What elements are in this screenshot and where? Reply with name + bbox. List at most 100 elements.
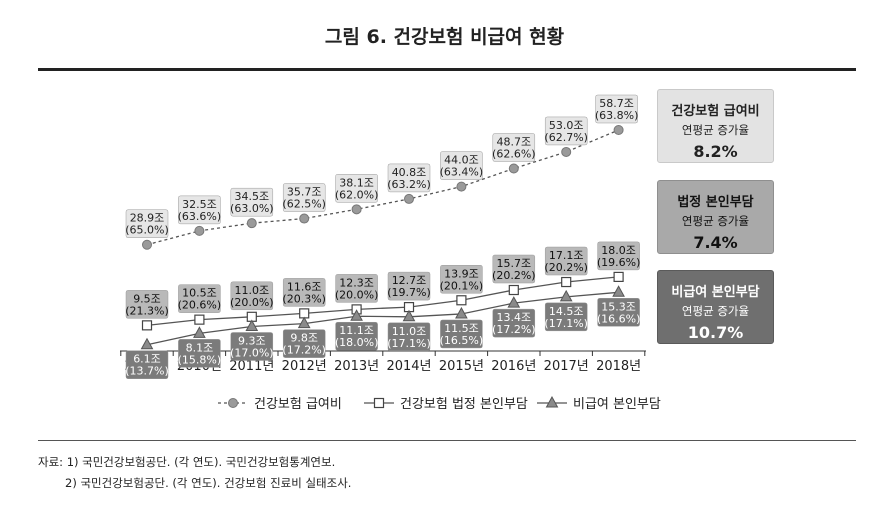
data-label-value: 34.5조 bbox=[234, 190, 269, 203]
data-label-share: (62.7%) bbox=[544, 131, 588, 144]
side-box-title: 비급여 본인부담 bbox=[671, 285, 760, 300]
data-point-triangle bbox=[402, 309, 416, 322]
data-label-box bbox=[387, 322, 431, 352]
data-point-triangle bbox=[350, 309, 363, 321]
data-label-value: 11.1조 bbox=[339, 324, 374, 337]
data-label-share: (16.6%) bbox=[597, 312, 641, 325]
data-point-square bbox=[456, 295, 467, 306]
x-tick-label: 2011년 bbox=[229, 359, 274, 374]
data-label-share: (17.2%) bbox=[492, 323, 536, 336]
data-label-box bbox=[440, 151, 483, 180]
figure-title: 그림 6. 건강보험 비급여 현황 bbox=[324, 26, 565, 48]
data-label-box bbox=[492, 133, 536, 162]
data-label-share: (18.0%) bbox=[335, 336, 379, 349]
data-point-circle bbox=[456, 181, 467, 192]
legend-label: 비급여 본인부담 bbox=[573, 397, 661, 412]
data-point-triangle bbox=[612, 285, 625, 297]
data-label-value: 13.9조 bbox=[444, 267, 479, 280]
data-point-square bbox=[561, 276, 572, 288]
line-chart: 2009년2010년2011년2012년2013년2014년2015년2016년… bbox=[120, 94, 661, 412]
data-label-value: 8.1조 bbox=[186, 341, 214, 354]
data-point-triangle bbox=[140, 337, 154, 350]
source-note-1: 자료: 1) 국민건강보험공단. (각 연도). 국민건강보험통계연보. bbox=[38, 455, 336, 469]
data-label-value: 14.5조 bbox=[549, 305, 584, 318]
data-label-share: (63.0%) bbox=[230, 202, 274, 215]
x-tick-label: 2018년 bbox=[596, 359, 641, 374]
data-label-share: (17.0%) bbox=[230, 346, 274, 359]
side-box-statutory-copay: 법정 본인부담 연평균 증가율 7.4% bbox=[657, 180, 774, 254]
x-tick-label: 2013년 bbox=[334, 359, 379, 374]
data-point-triangle bbox=[507, 296, 521, 308]
data-point-square bbox=[613, 271, 624, 282]
data-label-share: (20.1%) bbox=[440, 279, 484, 292]
data-label-box bbox=[544, 116, 588, 146]
data-point-square bbox=[508, 284, 519, 296]
x-tick-label: 2015년 bbox=[439, 359, 484, 374]
data-point-circle bbox=[561, 146, 572, 157]
side-box-subtitle: 연평균 증가율 bbox=[681, 214, 750, 228]
data-point-circle bbox=[404, 193, 414, 204]
data-label-value: 17.1조 bbox=[549, 249, 584, 262]
data-label-box bbox=[282, 183, 326, 212]
data-point-circle bbox=[613, 125, 624, 136]
data-point-square bbox=[299, 308, 310, 319]
data-label-box bbox=[597, 298, 640, 327]
data-label-box bbox=[544, 246, 588, 276]
data-label-share: (16.5%) bbox=[440, 334, 484, 347]
x-tick-label: 2016년 bbox=[491, 359, 536, 374]
data-label-value: 11.6조 bbox=[287, 280, 322, 293]
data-point-triangle bbox=[455, 306, 468, 319]
side-box-benefit: 건강보험 급여비 연평균 증가율 8.2% bbox=[657, 89, 774, 163]
data-label-share: (62.0%) bbox=[335, 188, 379, 201]
data-label-value: 9.5조 bbox=[133, 292, 161, 305]
series-line bbox=[146, 276, 619, 326]
data-label-box bbox=[125, 209, 169, 238]
data-label-value: 13.4조 bbox=[496, 311, 531, 324]
data-label-value: 18.0조 bbox=[601, 244, 636, 257]
data-label-box bbox=[335, 174, 378, 203]
data-label-share: (15.8%) bbox=[178, 353, 222, 366]
data-label-share: (20.2%) bbox=[544, 261, 588, 274]
data-label-share: (63.2%) bbox=[387, 178, 431, 191]
data-point-square bbox=[141, 320, 153, 331]
data-label-value: 28.9조 bbox=[130, 212, 165, 225]
side-box-noncovered-copay: 비급여 본인부담 연평균 증가율 10.7% bbox=[657, 270, 774, 344]
x-tick-label: 2012년 bbox=[282, 359, 327, 374]
source-note-2: 2) 국민건강보험공단. (각 연도). 건강보험 진료비 실태조사. bbox=[65, 476, 352, 490]
data-label-box bbox=[492, 254, 536, 284]
data-point-circle bbox=[246, 218, 257, 229]
data-label-value: 9.3조 bbox=[238, 334, 266, 347]
data-label-box bbox=[230, 332, 274, 361]
data-point-circle bbox=[508, 163, 519, 174]
data-label-value: 35.7조 bbox=[287, 186, 322, 199]
data-point-circle bbox=[142, 239, 152, 250]
x-tick-label: 2017년 bbox=[544, 359, 589, 374]
data-label-box bbox=[492, 308, 536, 338]
source-notes: 자료: 1) 국민건강보험공단. (각 연도). 국민건강보험통계연보. 2) … bbox=[38, 452, 351, 494]
data-label-box bbox=[387, 271, 431, 301]
data-label-value: 44.0조 bbox=[444, 154, 479, 167]
legend-marker-triangle bbox=[545, 395, 559, 408]
data-label-value: 11.5조 bbox=[444, 322, 479, 335]
side-box-title: 건강보험 급여비 bbox=[671, 104, 760, 119]
data-label-value: 53.0조 bbox=[549, 119, 584, 132]
x-tick-label: 2014년 bbox=[386, 359, 431, 374]
legend-marker-circle bbox=[228, 398, 238, 408]
data-label-value: 15.3조 bbox=[601, 300, 636, 313]
legend-label: 건강보험 법정 본인부담 bbox=[400, 397, 528, 412]
data-label-share: (65.0%) bbox=[125, 224, 169, 237]
data-label-value: 32.5조 bbox=[182, 198, 217, 211]
data-label-share: (17.2%) bbox=[282, 344, 326, 357]
data-label-box bbox=[544, 302, 588, 332]
side-box-title: 법정 본인부담 bbox=[677, 195, 754, 210]
data-label-share: (17.1%) bbox=[544, 317, 588, 330]
data-label-share: (19.7%) bbox=[387, 286, 431, 299]
data-label-box bbox=[387, 163, 431, 193]
top-rule bbox=[38, 68, 856, 71]
data-point-triangle bbox=[245, 319, 259, 331]
series-line bbox=[146, 129, 619, 246]
data-label-box bbox=[178, 339, 221, 368]
bottom-rule bbox=[38, 440, 856, 441]
data-point-circle bbox=[194, 225, 205, 236]
data-label-share: (20.6%) bbox=[178, 299, 222, 312]
